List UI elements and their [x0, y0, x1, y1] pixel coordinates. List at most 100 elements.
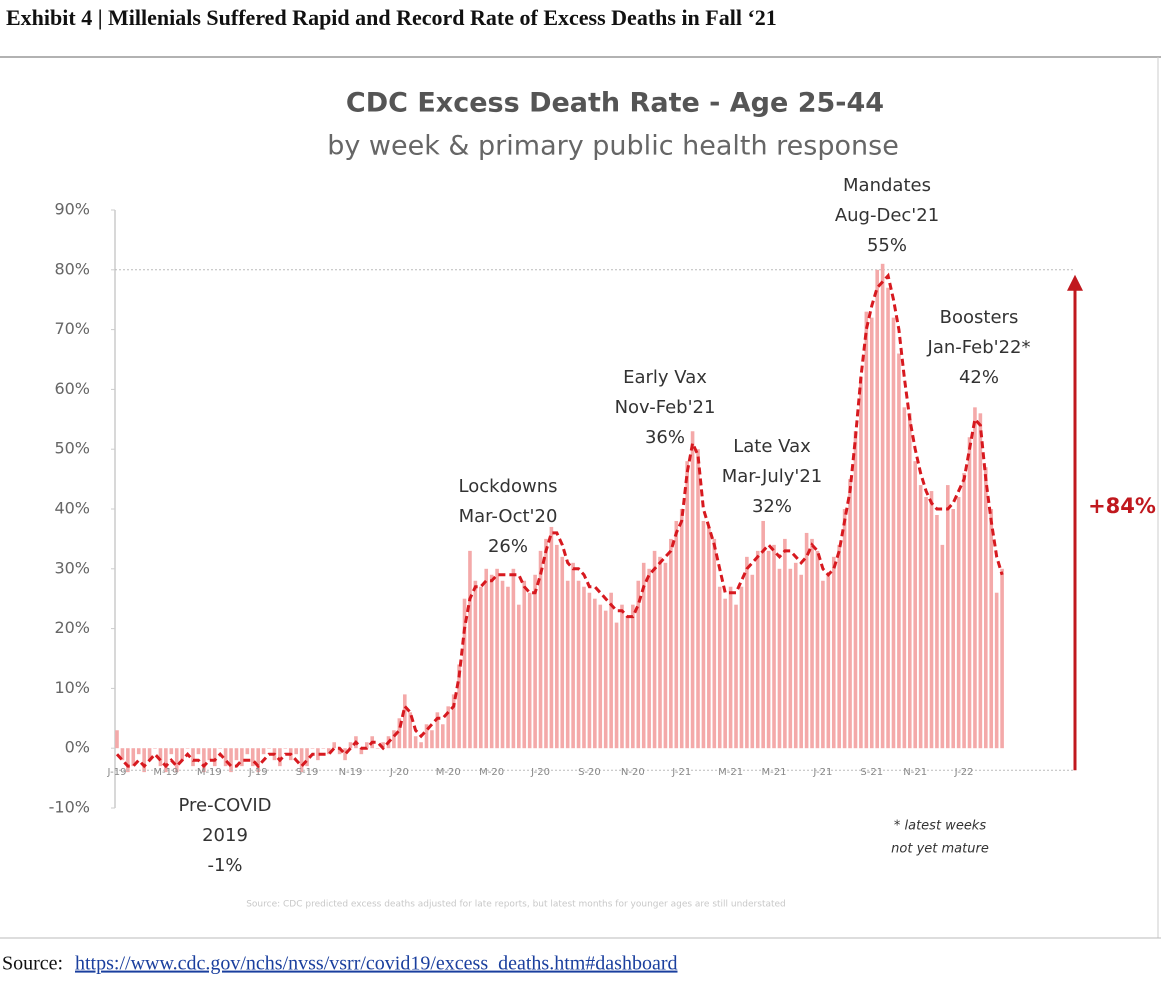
bar: [929, 491, 934, 749]
bar: [587, 592, 592, 749]
y-tick-label: 60%: [54, 379, 90, 398]
bar: [978, 413, 983, 749]
bar: [913, 461, 918, 749]
bar: [120, 748, 125, 761]
bar: [641, 562, 646, 749]
y-tick-label: 20%: [54, 618, 90, 637]
bar: [848, 479, 852, 749]
bar: [745, 556, 749, 749]
bar: [620, 604, 624, 749]
source-note: Source: CDC predicted excess deaths adju…: [246, 900, 786, 910]
bar: [424, 724, 429, 749]
bar: [831, 556, 836, 749]
x-tick-label: J-19: [248, 767, 268, 778]
y-tick-label: 70%: [54, 319, 90, 338]
bar: [321, 748, 326, 749]
bar: [544, 538, 548, 749]
bar: [701, 520, 706, 749]
annotation: -1%: [207, 855, 242, 876]
bar: [495, 568, 499, 749]
chart-title: CDC Excess Death Rate - Age 25-44: [346, 88, 884, 119]
bar: [636, 580, 641, 749]
bar: [457, 664, 461, 749]
bar: [984, 467, 988, 749]
bar: [951, 509, 956, 749]
bar: [902, 407, 907, 749]
bar: [283, 748, 288, 749]
bar: [772, 544, 776, 749]
annotation: 55%: [867, 235, 907, 256]
bar: [994, 592, 999, 749]
bar: [332, 742, 336, 749]
bar: [826, 574, 831, 749]
bar: [690, 431, 695, 749]
bar: [739, 586, 744, 749]
x-tick-label: J-21: [671, 767, 691, 778]
bar: [810, 538, 814, 749]
bar: [115, 730, 119, 749]
bar: [343, 748, 347, 761]
bar: [392, 730, 396, 749]
source-link[interactable]: https://www.cdc.gov/nchs/nvss/vsrr/covid…: [75, 953, 678, 975]
bar: [245, 748, 250, 755]
bar: [136, 748, 141, 755]
annotation: Boosters: [940, 307, 1019, 328]
bar: [696, 449, 700, 749]
bar: [652, 550, 657, 749]
annotation: Nov-Feb'21: [615, 397, 716, 418]
bar: [451, 694, 456, 749]
bar: [793, 562, 798, 749]
y-tick-label: 30%: [54, 558, 90, 577]
bar: [647, 568, 651, 749]
y-tick-label: -10%: [49, 798, 90, 817]
bar: [473, 580, 478, 749]
bar: [462, 598, 467, 749]
bar: [777, 568, 782, 749]
change-arrowhead: [1067, 274, 1083, 291]
bar: [799, 574, 803, 749]
change-label: +84%: [1088, 494, 1156, 518]
bar: [185, 748, 190, 749]
bar: [956, 497, 961, 749]
bar: [593, 598, 597, 749]
bar: [229, 748, 233, 773]
bar: [489, 574, 494, 749]
x-tick-label: N-20: [621, 767, 645, 778]
bar: [679, 509, 684, 749]
bar: [880, 263, 885, 749]
x-tick-label: J-19: [107, 767, 127, 778]
bar: [821, 580, 825, 749]
bar: [973, 407, 977, 749]
bar: [430, 730, 434, 749]
bar: [723, 598, 727, 749]
bar: [712, 538, 717, 749]
bar: [761, 520, 765, 749]
bar: [375, 748, 380, 749]
annotation: Mar-July'21: [722, 466, 823, 487]
bar: [131, 748, 136, 767]
annotation: Lockdowns: [459, 476, 558, 497]
bar: [348, 742, 353, 749]
annotation: Jan-Feb'22*: [927, 337, 1031, 358]
bar: [305, 748, 309, 767]
x-tick-label: N-21: [903, 767, 927, 778]
bar: [484, 568, 489, 749]
bar: [517, 604, 521, 749]
bar: [326, 748, 331, 755]
bar: [527, 592, 532, 749]
bar: [506, 586, 510, 749]
bar: [875, 269, 879, 749]
bar: [945, 485, 950, 749]
bar: [223, 748, 228, 767]
bar: [989, 509, 994, 749]
bar: [169, 748, 174, 755]
bar: [191, 748, 195, 767]
bar: [174, 748, 179, 773]
plot: -10% 0% 10% 20% 30% 40% 50% 60% 70% 80% 90% J-19 M-1…: [49, 175, 1083, 876]
bar: [869, 317, 874, 749]
bar: [783, 538, 787, 749]
bar: [728, 586, 733, 749]
bar: [766, 550, 771, 749]
x-tick-label: N-19: [339, 767, 363, 778]
